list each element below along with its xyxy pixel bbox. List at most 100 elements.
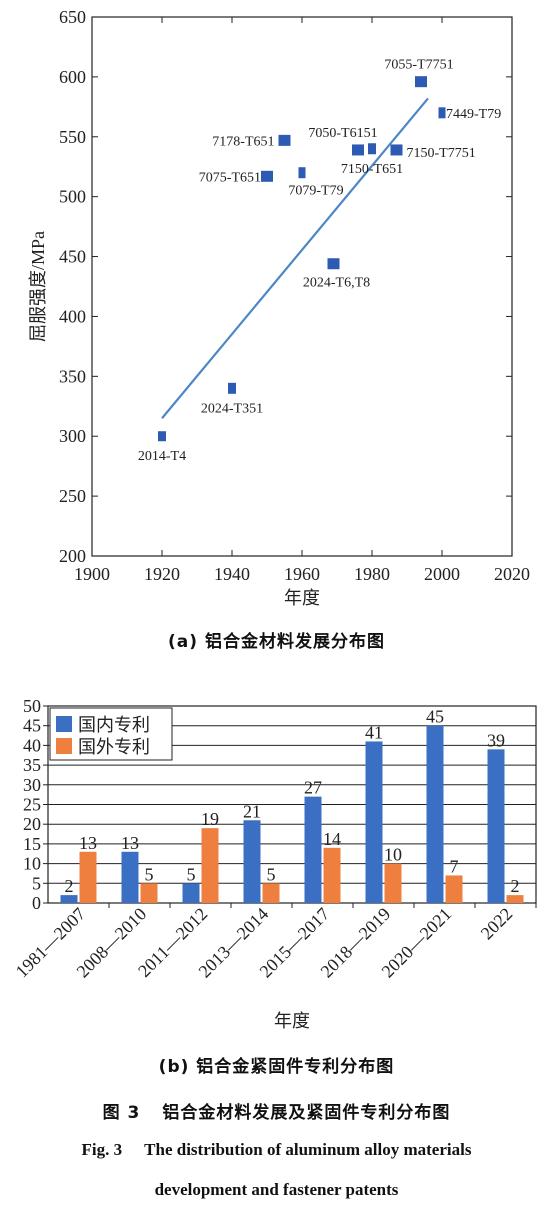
y-tick-label: 10	[23, 854, 41, 874]
legend-label: 国内专利	[78, 715, 150, 735]
data-point	[327, 258, 340, 270]
point-label: 7449-T79	[446, 107, 501, 122]
bar	[121, 851, 139, 903]
y-tick-label: 50	[23, 696, 41, 716]
bar-value-label: 5	[267, 864, 276, 884]
y-tick-label: 5	[32, 873, 41, 893]
caption-b: (b) 铝合金紧固件专利分布图	[158, 1057, 395, 1077]
y-tick-label: 25	[23, 795, 41, 815]
y-tick-label: 500	[59, 187, 86, 207]
x-tick-label: 1900	[74, 564, 110, 584]
y-tick-label: 550	[59, 127, 86, 147]
point-label: 7150-T7751	[407, 146, 476, 161]
bar-value-label: 5	[187, 864, 196, 884]
y-tick-label: 450	[59, 247, 86, 267]
bar	[243, 820, 261, 903]
bar	[487, 749, 505, 903]
bar	[262, 883, 280, 903]
bar	[79, 851, 97, 903]
legend-label: 国外专利	[78, 737, 150, 757]
caption-a: (a) 铝合金材料发展分布图	[168, 632, 385, 652]
figure-title-zh: 图 3 铝合金材料发展及紧固件专利分布图	[0, 1098, 553, 1123]
bar	[60, 895, 78, 903]
scatter-chart: 200 250 300 350 400 450 500 550 600 650 1900 1920 19…	[28, 7, 530, 608]
bar-value-label: 10	[384, 845, 402, 865]
bar-value-label: 21	[243, 801, 261, 821]
point-label: 2024-T6,T8	[303, 276, 370, 291]
bar-value-label: 14	[323, 829, 341, 849]
bar	[426, 725, 444, 903]
point-label: 7055-T7751	[384, 58, 453, 73]
figure-number-zh: 图 3	[102, 1103, 141, 1123]
y-tick-label: 45	[23, 716, 41, 736]
bar-value-label: 13	[121, 833, 139, 853]
bar-value-label: 27	[304, 778, 322, 798]
y-tick-label: 400	[59, 306, 86, 326]
legend-swatch	[56, 738, 72, 754]
data-point	[278, 134, 291, 146]
figure-title-zh-text: 铝合金材料发展及紧固件专利分布图	[162, 1103, 451, 1123]
patent-bar-chart: 051015202530354045502131981—20071352008—…	[12, 696, 537, 1031]
point-label: 2014-T4	[138, 449, 186, 464]
y-tick-label: 15	[23, 834, 41, 854]
x-tick-label: 1920	[144, 564, 180, 584]
data-point	[368, 143, 376, 155]
figure-title-en-line1: Fig. 3 The distribution of aluminum alloy…	[0, 1140, 553, 1160]
y-tick-label: 200	[59, 546, 86, 566]
point-label: 7050-T6151	[308, 126, 377, 141]
data-point	[298, 167, 306, 179]
point-label: 7079-T79	[288, 184, 343, 199]
data-point	[390, 144, 403, 156]
bar	[506, 895, 524, 903]
x-tick-label: 1980	[354, 564, 390, 584]
bar-value-label: 45	[426, 707, 444, 727]
bar	[304, 796, 322, 903]
bar	[140, 883, 158, 903]
bar-value-label: 5	[145, 864, 154, 884]
y-axis-label: 屈服强度/MPa	[28, 231, 48, 342]
figure-title-en-text: The distribution of aluminum alloy mater…	[144, 1140, 472, 1159]
bar-value-label: 39	[487, 730, 505, 750]
bar	[182, 883, 200, 903]
x-tick-label: 2022	[477, 904, 517, 944]
y-tick-label: 600	[59, 67, 86, 87]
trend-line	[161, 97, 429, 419]
bar	[365, 741, 383, 903]
bar	[384, 863, 402, 903]
x-tick-label: 1960	[284, 564, 320, 584]
point-label: 7075-T651	[199, 170, 261, 185]
bar-value-label: 2	[65, 876, 74, 896]
bar-value-label: 2	[511, 876, 520, 896]
data-point	[261, 170, 273, 182]
y-tick-label: 650	[59, 7, 86, 27]
data-point	[352, 144, 364, 156]
figure-title-en-line2: development and fastener patents	[154, 1180, 399, 1199]
y-tick-label: 40	[23, 735, 41, 755]
x-axis-label: 年度	[284, 588, 320, 608]
y-tick-label: 350	[59, 366, 86, 386]
x-axis-label: 年度	[274, 1011, 310, 1031]
y-tick-label: 0	[32, 893, 41, 913]
y-tick-label: 35	[23, 755, 41, 775]
bar-value-label: 7	[450, 856, 459, 876]
x-tick-label: 1940	[214, 564, 250, 584]
data-point	[438, 107, 446, 119]
y-tick-label: 30	[23, 775, 41, 795]
x-tick-label: 2000	[424, 564, 460, 584]
point-label: 7178-T651	[212, 134, 274, 149]
bar	[445, 875, 463, 903]
bar	[323, 847, 341, 903]
point-label: 2024-T351	[201, 401, 263, 416]
data-point	[228, 382, 236, 394]
bar-value-label: 13	[79, 833, 97, 853]
data-point	[415, 76, 427, 88]
bar	[201, 828, 219, 903]
y-tick-label: 250	[59, 486, 86, 506]
legend-swatch	[56, 716, 72, 732]
y-tick-label: 20	[23, 814, 41, 834]
figure-number-en: Fig. 3	[81, 1140, 123, 1159]
bar-value-label: 41	[365, 722, 383, 742]
bar-value-label: 19	[201, 809, 219, 829]
y-tick-label: 300	[59, 426, 86, 446]
